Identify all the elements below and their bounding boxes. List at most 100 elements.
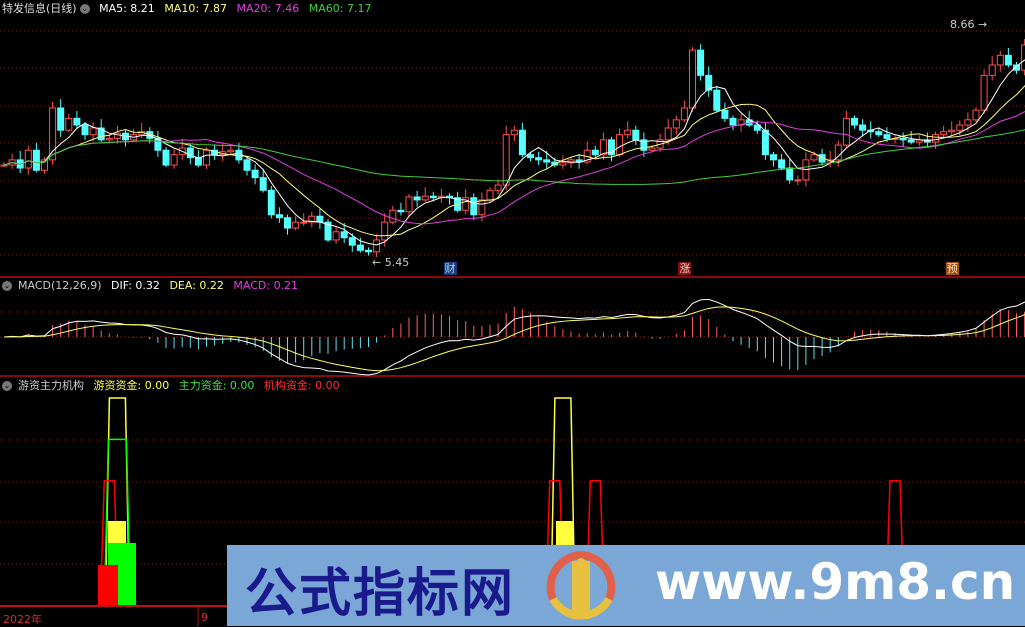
candle-body: [300, 221, 308, 224]
candle-body: [41, 159, 48, 171]
jigou-label: 机构资金: 0.00: [263, 379, 340, 392]
candle-body: [664, 127, 672, 141]
candle-body: [964, 119, 972, 126]
candle-body: [348, 237, 356, 246]
candle-body: [608, 139, 615, 156]
candle-body: [697, 49, 705, 76]
candle-body: [502, 134, 510, 186]
candle-body: [761, 129, 769, 156]
dea-line: [3, 306, 1025, 372]
watermark-text: 公式指标网: [245, 564, 516, 624]
youzi-label: 游资资金: 0.00: [93, 379, 170, 392]
zhuli-label: 主力资金: 0.00: [178, 379, 255, 392]
fund-signal-line: [550, 397, 576, 606]
candle-body: [32, 149, 40, 171]
candle-body: [778, 159, 786, 169]
candle-body: [810, 154, 818, 161]
candle-body: [713, 89, 721, 111]
candle-body: [624, 129, 632, 136]
candle-body: [227, 149, 235, 153]
candle-body: [73, 117, 81, 126]
candle-body: [284, 217, 291, 229]
ma5-line: [3, 59, 1025, 246]
ma60-line: [3, 129, 1025, 185]
candle-body: [186, 147, 194, 159]
candle-body: [753, 124, 761, 131]
candle-body: [397, 209, 405, 213]
candle-body: [389, 209, 397, 223]
youzi-block: [556, 521, 574, 545]
candle-body: [356, 244, 364, 251]
candle-body: [932, 134, 939, 143]
candle-body: [259, 177, 267, 191]
ma20-label: MA20: 7.46: [236, 2, 300, 15]
candle-body: [365, 249, 372, 253]
candle-body: [494, 184, 502, 191]
candle-body: [972, 109, 980, 121]
candle-body: [599, 139, 607, 156]
youzi-block: [108, 521, 126, 545]
candle-body: [988, 64, 996, 76]
candle-body: [907, 139, 915, 143]
fund-signal-line: [885, 480, 905, 606]
candle-body: [97, 127, 105, 141]
marker-cai[interactable]: 财: [443, 262, 457, 275]
candle-body: [113, 132, 121, 139]
candle-body: [251, 169, 259, 179]
candle-body: [478, 199, 486, 216]
ma10-line: [3, 85, 1025, 237]
candle-body: [689, 49, 696, 109]
candle-body: [413, 196, 421, 201]
chevron-down-icon[interactable]: ⌄: [2, 281, 12, 291]
date-label: 9: [201, 611, 208, 624]
candle-body: [680, 107, 688, 121]
chevron-down-icon[interactable]: ⌄: [2, 381, 12, 391]
dea-label: DEA: 0.22: [169, 279, 224, 292]
candle-body: [705, 74, 713, 91]
fund-signal-line: [103, 438, 132, 606]
chevron-down-icon[interactable]: ⌄: [79, 4, 90, 14]
candle-body: [940, 131, 948, 136]
candle-body: [308, 215, 316, 223]
candle-body: [275, 214, 283, 219]
candle-body: [980, 74, 988, 111]
candle-body: [729, 117, 737, 126]
candle-body: [324, 221, 332, 241]
candle-body: [292, 221, 300, 229]
ma60-label: MA60: 7.17: [308, 2, 372, 15]
candle-body: [429, 195, 437, 199]
fund-title: 游资主力机构: [18, 379, 84, 392]
candle-body: [194, 157, 202, 166]
macd-title: MACD(12,26,9): [18, 279, 102, 292]
candle-body: [859, 124, 867, 131]
candle-body: [421, 195, 429, 201]
candle-body: [154, 137, 162, 151]
ma20-line: [3, 110, 1025, 225]
macd-header: ⌄ MACD(12,26,9) DIF: 0.32 DEA: 0.22 MACD:…: [2, 278, 304, 294]
candle-body: [462, 197, 470, 211]
low-price-label: ← 5.45: [372, 256, 409, 269]
macd-value-label: MACD: 0.21: [233, 279, 299, 292]
candle-body: [510, 129, 518, 136]
candle-body: [1013, 64, 1020, 71]
date-label: 2022年: [3, 613, 42, 626]
watermark-url: www.9m8.cn: [655, 553, 1016, 611]
candle-body: [535, 157, 543, 161]
candle-body: [770, 154, 777, 161]
candle-body: [559, 162, 567, 166]
candle-body: [640, 139, 648, 151]
candle-body: [842, 117, 850, 146]
candle-body: [316, 215, 324, 223]
fund-header: ⌄ 游资主力机构 游资资金: 0.00 主力资金: 0.00 机构资金: 0.00: [2, 378, 346, 394]
marker-yu[interactable]: 预: [945, 262, 959, 275]
marker-zhang[interactable]: 涨: [678, 262, 692, 275]
fund-signal-line: [585, 480, 606, 606]
watermark-logo-icon: [546, 551, 616, 620]
candle-body: [1004, 54, 1012, 66]
ma10-label: MA10: 7.87: [164, 2, 228, 15]
candle-body: [543, 159, 551, 163]
candle-body: [405, 196, 413, 213]
ma5-label: MA5: 8.21: [99, 2, 155, 15]
candle-body: [49, 107, 57, 161]
